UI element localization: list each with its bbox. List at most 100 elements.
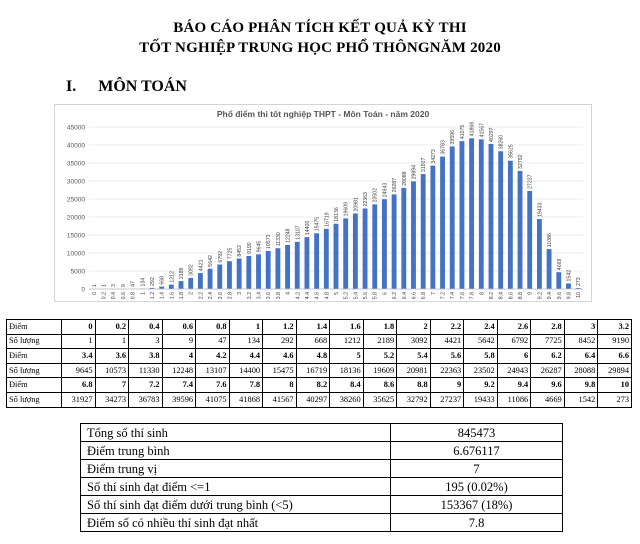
x-tick-label: 3.6 [266,292,272,299]
table-cell: 10573 [94,362,130,379]
x-tick-label: 2.2 [198,292,204,299]
score-row: Điểm 3.4 3.6 3.8 4 4.2 4.4 4.6 4.8 5 5.2 5.4 5.6 5.8 6… [6,348,632,364]
bar-value-label: 3 [111,284,117,287]
bar-value-label: 26287 [392,178,398,193]
table-cell: 6.6 [597,348,632,364]
table-cell: 7.4 [161,377,197,393]
table-cell: 5.8 [463,348,498,364]
summary-row: Tổng số thí sinh 845473 [80,423,563,442]
bar-value-label: 292 [150,277,156,286]
table-cell: 5.2 [362,348,398,364]
bar-value-label: 47 [131,281,137,287]
table-cell: 134 [228,333,264,350]
table-cell: 39596 [161,391,197,408]
table-cell: 7.2 [128,377,163,393]
table-cell: 2.6 [496,319,532,335]
x-tick-label: 4.2 [295,292,301,299]
bar [304,237,310,289]
row-label: Số lượng [6,333,62,350]
bar-value-label: 16719 [324,212,330,227]
bar-value-label: 20981 [353,197,359,212]
summary-value: 195 (0.02%) [390,477,563,496]
bar-value-label: 6792 [218,251,224,263]
table-cell: 5642 [463,333,498,350]
x-tick-label: 0.8 [131,292,137,299]
table-cell: 38260 [329,391,364,408]
table-cell: 22363 [429,362,465,379]
table-cell: 4.4 [228,348,264,364]
summary-value: 6.676117 [390,441,563,460]
bar-value-label: 29894 [411,165,417,180]
table-cell: 9.2 [463,377,498,393]
summary-row: Điểm trung bình 6.676117 [80,441,563,460]
table-cell: 1 [228,319,264,335]
table-cell: 41868 [228,391,264,408]
bar-value-label: 1542 [566,270,572,282]
bar-value-label: 11330 [276,232,282,246]
score-row: Điểm 6.8 7 7.2 7.4 7.6 7.8 8 8.2 8.4 8.6 8.8 9 9.2 9.4… [6,377,632,393]
summary-value: 845473 [390,423,563,442]
table-cell: 8.4 [329,377,364,393]
row-label: Điểm [6,348,62,364]
y-tick-label: 5000 [71,269,86,276]
summary-label: Điểm số có nhiều thí sinh đạt nhất [80,513,391,532]
bar [197,273,203,289]
bar-value-label: 41868 [470,122,476,137]
x-tick-label: 10 [576,292,582,298]
x-tick-label: 2 [189,292,195,295]
bar [556,272,562,289]
table-cell: 1.2 [262,319,297,335]
table-cell: 6 [496,348,532,364]
table-cell: 2189 [362,333,398,350]
bar [478,139,484,289]
bar-value-label: 9190 [247,242,253,254]
x-tick-label: 5.6 [363,292,369,299]
table-cell: 7.8 [228,377,264,393]
x-tick-label: 9.6 [557,292,563,299]
bar [168,284,174,289]
table-cell: 2 [396,319,431,335]
x-tick-label: 7.8 [470,292,476,299]
table-cell: 1 [61,333,96,350]
x-tick-label: 9 [528,292,534,295]
table-cell: 2.8 [530,319,565,335]
bar [575,288,581,289]
x-tick-label: 5.8 [373,292,379,299]
bar [498,151,504,289]
bar [314,233,320,289]
x-tick-label: 9.8 [566,292,572,299]
table-cell: 8.8 [396,377,431,393]
table-cell: 0.4 [128,319,163,335]
table-cell: 9645 [61,362,96,379]
bar-value-label: 41075 [460,125,466,140]
table-cell: 0 [61,319,96,335]
bar [178,281,184,289]
y-tick-label: 10000 [67,251,85,258]
x-tick-label: 1.8 [179,292,185,299]
x-tick-label: 2.8 [227,292,233,299]
bar-value-label: 27237 [528,174,534,189]
bar [265,250,271,289]
summary-value: 7.8 [390,513,563,532]
table-cell: 34273 [94,391,130,408]
bar [546,249,552,289]
bar [352,213,358,289]
table-cell: 9 [161,333,197,350]
table-cell: 5.6 [429,348,465,364]
x-tick-label: 6.2 [392,292,398,299]
count-row: Số lượng 9645 10573 11330 12248 13107 14400 154… [6,362,632,379]
table-cell: 16719 [295,362,331,379]
table-cell: 0.6 [161,319,197,335]
section-title: MÔN TOÁN [98,78,187,95]
x-tick-label: 7.2 [441,292,447,299]
summary-table: Tổng số thí sinh 845473 Điểm trung bình 6.6… [80,423,563,532]
table-cell: 26287 [530,362,565,379]
table-cell: 14400 [228,362,264,379]
x-tick-label: 0.4 [111,292,117,299]
table-cell: 2.2 [429,319,465,335]
bar-value-label: 36783 [441,140,447,155]
bar [188,277,194,289]
table-cell: 29894 [597,362,632,379]
table-cell: 3092 [396,333,431,350]
table-cell: 28088 [563,362,599,379]
